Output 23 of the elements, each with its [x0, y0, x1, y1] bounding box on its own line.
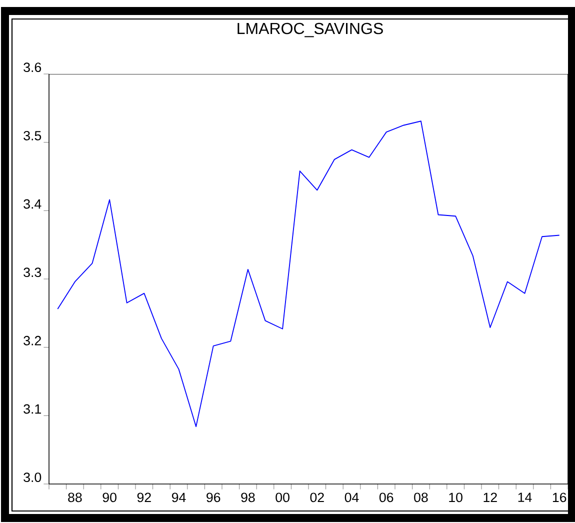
y-tick-label: 3.2 — [24, 336, 41, 346]
x-tick-label: 16 — [552, 492, 566, 502]
chart-title: LMAROC_SAVINGS — [238, 22, 383, 38]
x-tick-label: 00 — [276, 492, 290, 502]
x-tick-label: 02 — [310, 492, 324, 502]
y-tick-label: 3.5 — [24, 130, 42, 140]
y-tick-label: 3.6 — [24, 62, 42, 72]
x-tick-label: 98 — [241, 492, 255, 502]
x-tick-label: 12 — [484, 492, 497, 502]
y-tick-label: 3.4 — [24, 199, 42, 209]
x-tick-label: 96 — [206, 492, 220, 502]
x-tick-label: 06 — [379, 492, 394, 502]
x-tick-label: 14 — [518, 492, 532, 502]
y-tick-label: 3.1 — [24, 404, 41, 414]
x-tick-label: 92 — [137, 492, 151, 502]
x-tick-label: 08 — [414, 492, 428, 502]
x-tick-label: 94 — [172, 492, 186, 502]
y-tick-label: 3.3 — [24, 268, 42, 278]
y-tick-label: 3.0 — [24, 472, 42, 482]
x-tick-label: 04 — [344, 492, 359, 502]
x-tick-label: 90 — [102, 492, 116, 502]
x-tick-label: 88 — [68, 492, 82, 502]
x-tick-label: 10 — [449, 492, 462, 502]
